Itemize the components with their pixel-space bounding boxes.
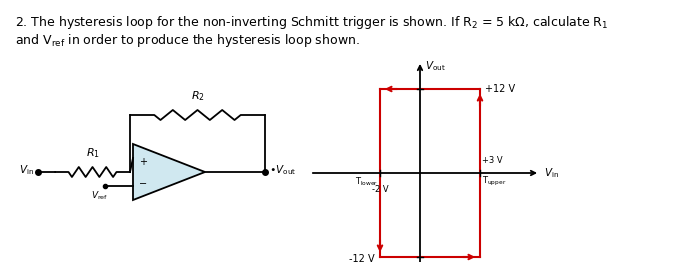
Text: +: +: [139, 157, 147, 167]
Text: $V_{\rm in}$: $V_{\rm in}$: [544, 166, 559, 180]
Text: $V_{\rm in}$: $V_{\rm in}$: [19, 163, 34, 177]
Text: -2 V: -2 V: [372, 185, 389, 194]
Text: $R_2$: $R_2$: [190, 89, 204, 103]
Text: T$_{\rm lower}$: T$_{\rm lower}$: [355, 175, 378, 188]
Text: $V_{\rm ref}$: $V_{\rm ref}$: [92, 189, 108, 201]
Text: $R_1$: $R_1$: [85, 146, 99, 160]
Text: and V$_{\rm ref}$ in order to produce the hysteresis loop shown.: and V$_{\rm ref}$ in order to produce th…: [15, 32, 360, 49]
Text: T$_{\rm upper}$: T$_{\rm upper}$: [482, 175, 506, 188]
Text: $-$: $-$: [139, 177, 148, 187]
Text: $\bullet V_{\rm out}$: $\bullet V_{\rm out}$: [269, 163, 296, 177]
Polygon shape: [133, 144, 205, 200]
Text: +12 V: +12 V: [485, 84, 515, 94]
Text: -12 V: -12 V: [349, 254, 375, 262]
Text: $V_{\rm out}$: $V_{\rm out}$: [425, 59, 446, 73]
Text: 2. The hysteresis loop for the non-inverting Schmitt trigger is shown. If R$_2$ : 2. The hysteresis loop for the non-inver…: [15, 14, 608, 31]
Text: +3 V: +3 V: [482, 156, 503, 165]
